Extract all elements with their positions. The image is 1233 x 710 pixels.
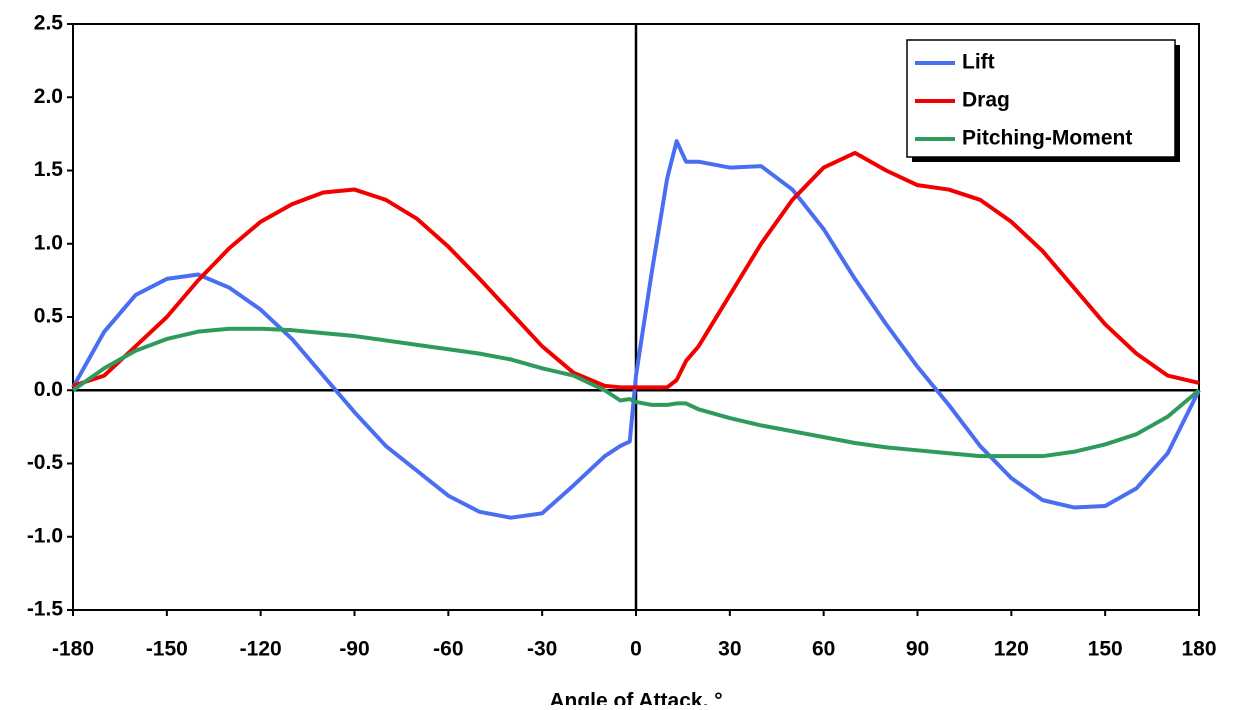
series-line — [72, 150, 1200, 390]
y-tick-label: 2.0 — [34, 85, 63, 108]
legend — [906, 39, 1176, 158]
x-tick-label: 180 — [1181, 638, 1216, 661]
y-tick-label: -1.5 — [27, 598, 64, 621]
y-tick-label: 0.5 — [34, 305, 64, 328]
x-tick-label: -180 — [52, 638, 94, 661]
series-line — [71, 326, 1201, 459]
x-tick-label: 150 — [1088, 638, 1123, 661]
y-tick-label: -1.0 — [27, 524, 63, 547]
legend-label: Pitching-Moment — [962, 127, 1132, 150]
y-tick-label: 1.0 — [34, 231, 63, 254]
x-tick-label: -90 — [339, 638, 369, 661]
legend-label: Lift — [962, 51, 995, 74]
y-tick-label: 2.5 — [34, 12, 64, 35]
legend-label: Drag — [962, 89, 1010, 112]
x-tick-label: 0 — [630, 638, 642, 661]
x-tick-label: -30 — [527, 638, 557, 661]
x-tick-label: -60 — [433, 638, 463, 661]
x-tick-label: 60 — [812, 638, 835, 661]
x-tick-label: 90 — [906, 638, 929, 661]
x-axis-label: Angle of Attack, ° — [549, 690, 722, 705]
x-tick-label: -150 — [146, 638, 188, 661]
series-line — [71, 139, 1201, 520]
y-tick-label: -0.5 — [27, 451, 64, 474]
x-tick-label: -120 — [240, 638, 282, 661]
x-tick-label: 30 — [718, 638, 741, 661]
y-tick-label: 0.0 — [34, 378, 63, 401]
x-tick-label: 120 — [994, 638, 1029, 661]
y-tick-label: 1.5 — [34, 158, 64, 181]
